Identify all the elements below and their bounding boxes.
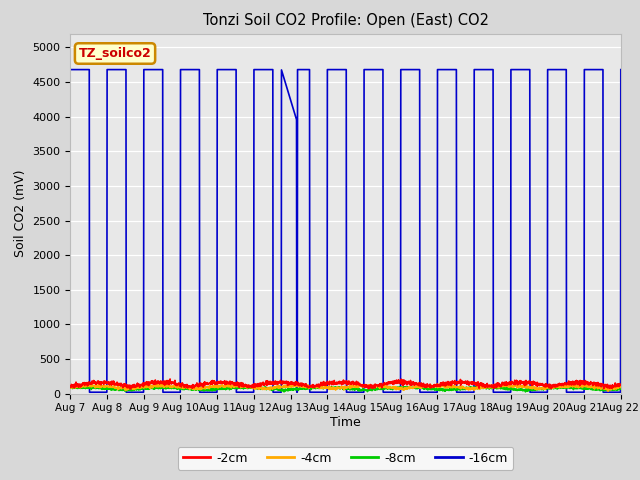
Text: TZ_soilco2: TZ_soilco2 xyxy=(79,47,152,60)
Y-axis label: Soil CO2 (mV): Soil CO2 (mV) xyxy=(14,170,27,257)
Title: Tonzi Soil CO2 Profile: Open (East) CO2: Tonzi Soil CO2 Profile: Open (East) CO2 xyxy=(203,13,488,28)
Legend: -2cm, -4cm, -8cm, -16cm: -2cm, -4cm, -8cm, -16cm xyxy=(178,447,513,469)
X-axis label: Time: Time xyxy=(330,416,361,429)
